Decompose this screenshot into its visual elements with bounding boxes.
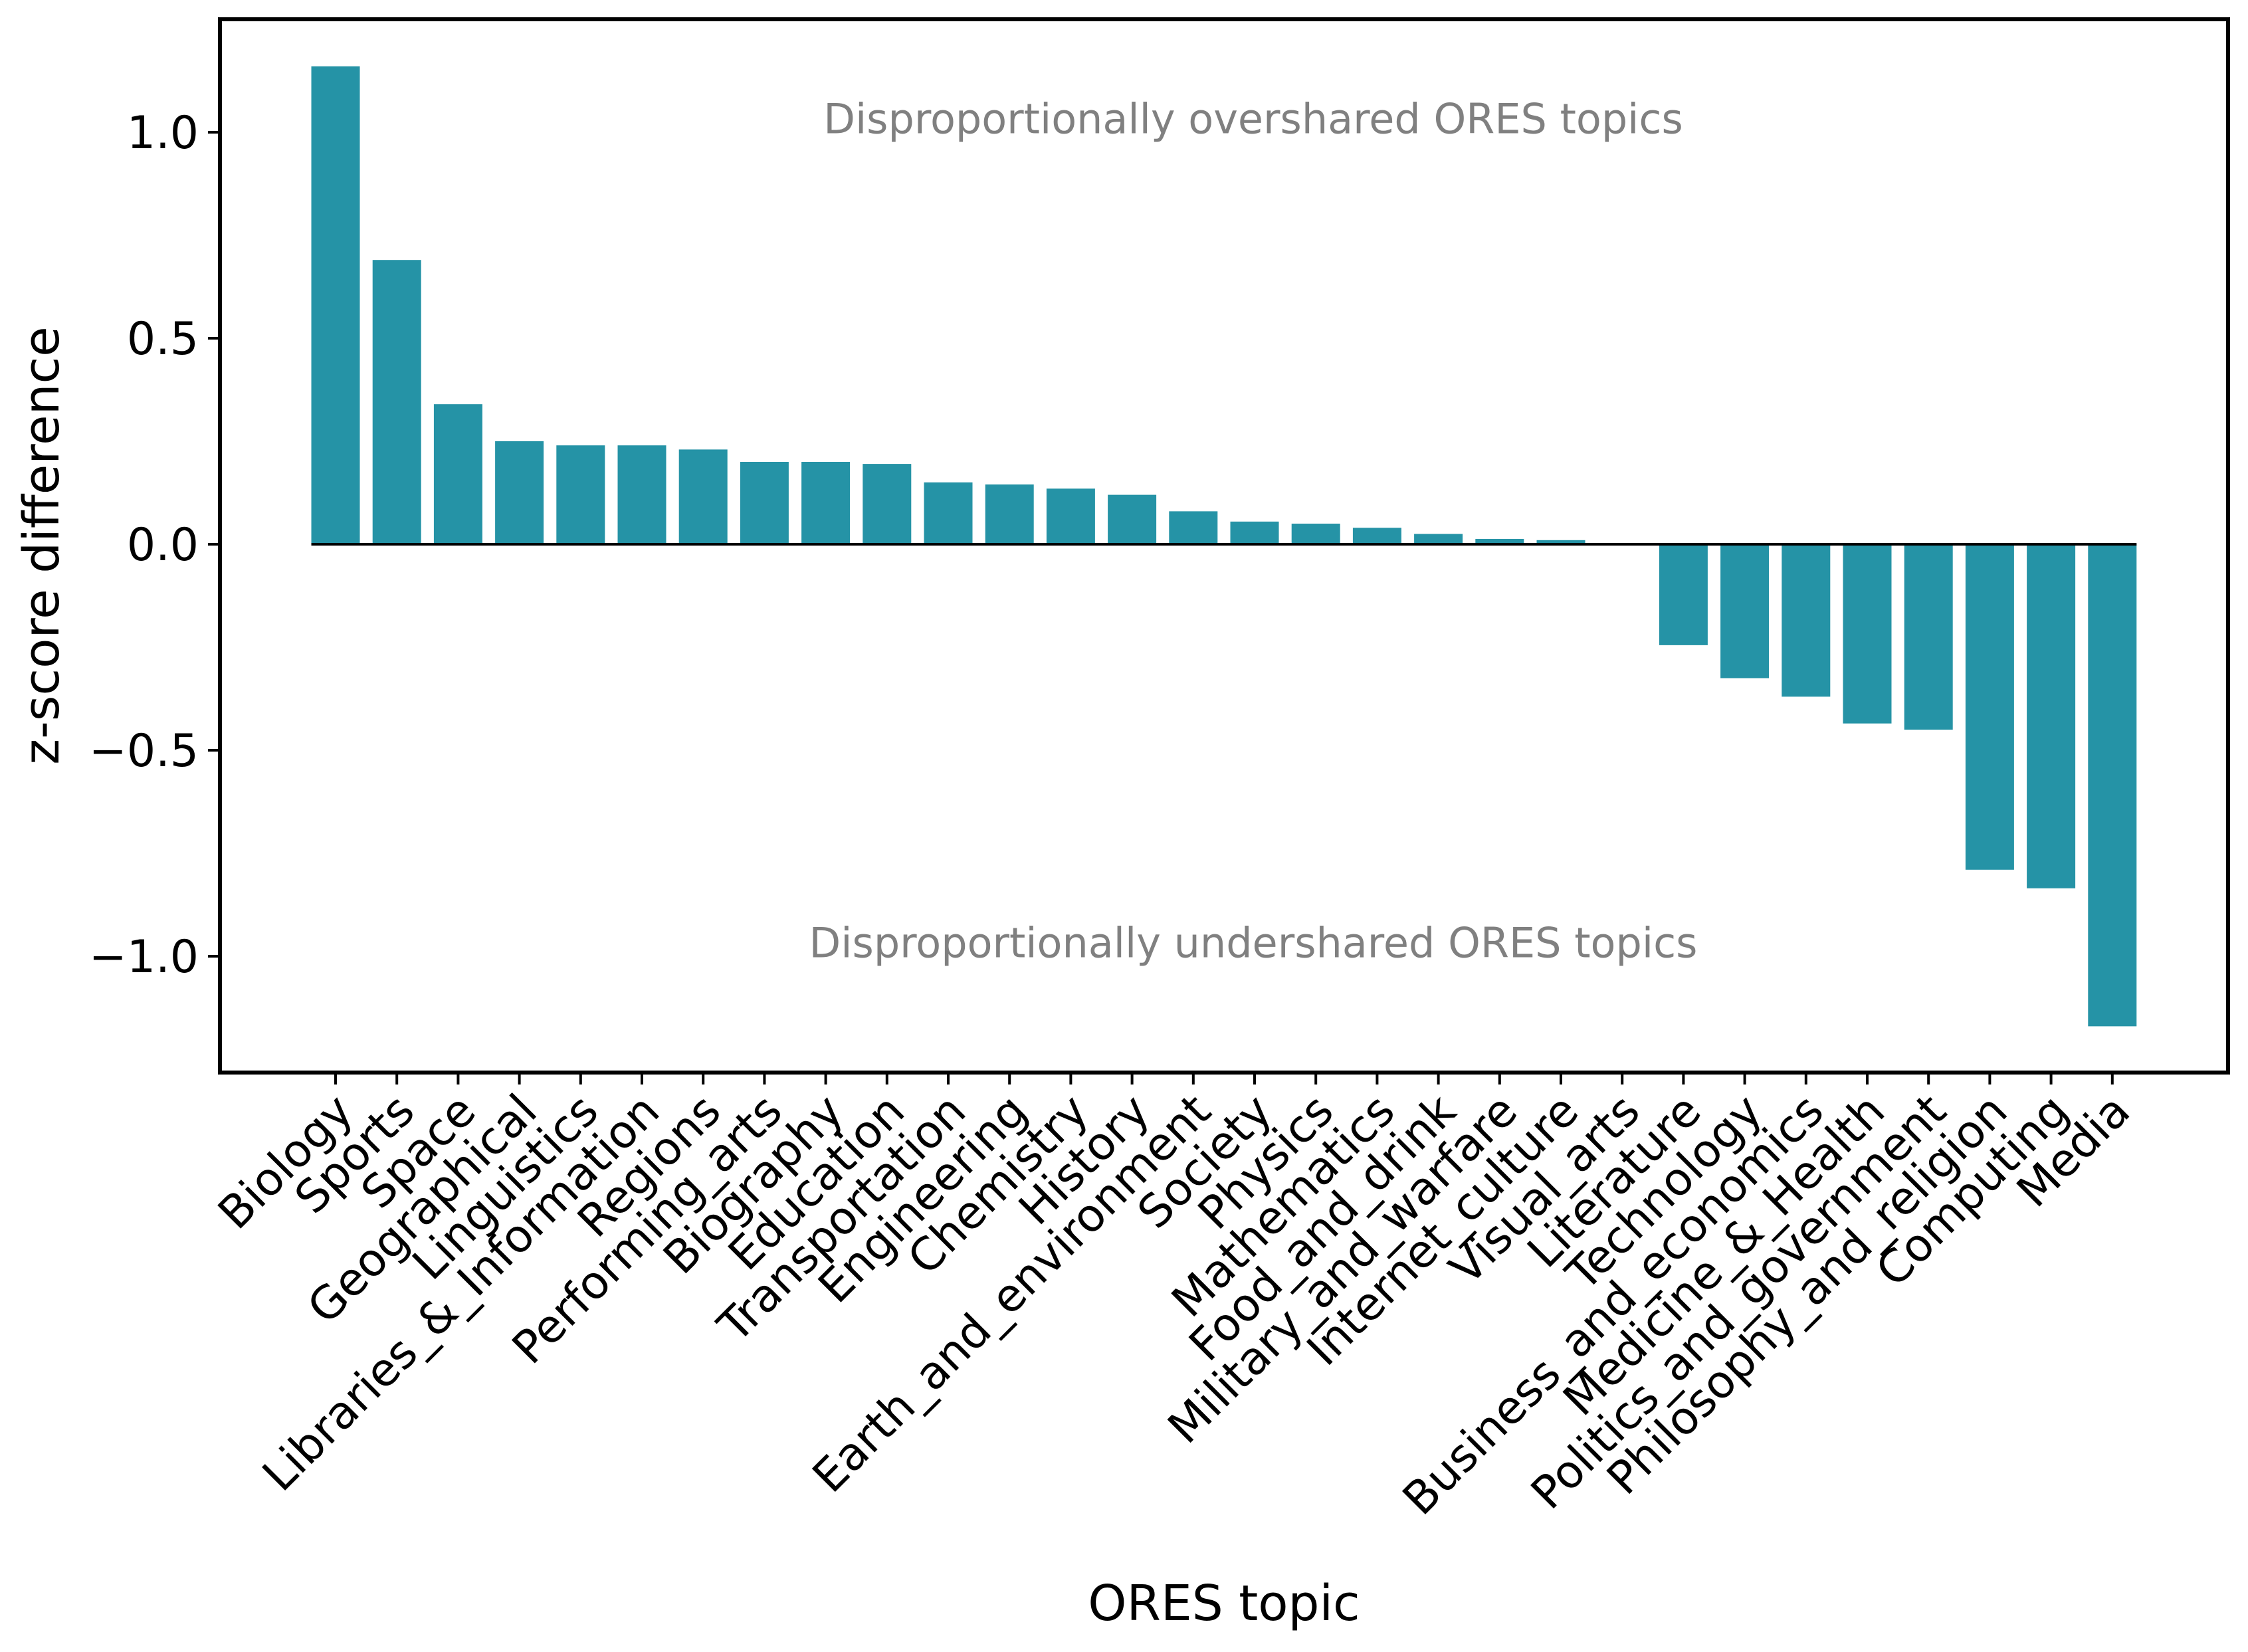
y-tick-label: 0.0 [127,519,199,571]
bar-physics [1291,524,1340,544]
bar-regions [678,449,728,544]
y-tick-label: 1.0 [127,107,199,159]
bar-media [2088,544,2137,1027]
bars-group [311,66,2137,1027]
bar-business-and-economics [1782,544,1831,697]
y-tick-label: −1.0 [89,931,199,983]
bar-education [863,464,912,544]
bar-geographical [495,441,544,544]
bar-philosophy-and-religion [1965,544,2014,870]
x-axis-label: ORES topic [1088,1575,1360,1632]
bar-space [433,404,482,544]
bar-earth-and-environment [1169,511,1218,544]
bar-engineering [985,484,1034,544]
bar-internet-culture [1536,540,1585,544]
bar-history [1108,494,1157,544]
plot-frame [218,17,2230,1075]
bar-linguistics [556,445,605,544]
annotation-text: Disproportionally overshared ORES topics [823,94,1683,143]
y-axis-label: z-score difference [13,326,70,764]
bar-mathematics [1352,528,1401,544]
y-tick-label: −0.5 [89,725,199,777]
x-axis: BiologySportsSpaceGeographicalLinguistic… [209,1073,2140,1526]
y-tick-label: 0.5 [127,313,199,365]
bar-biology [311,66,360,545]
bar-literature [1659,544,1708,645]
bar-chemistry [1046,488,1095,544]
bar-food-and-drink [1414,534,1463,544]
bar-computing [2027,544,2076,888]
bar-military-and-warfare [1475,538,1524,544]
annotation-text: Disproportionally undershared ORES topic… [809,918,1698,967]
bar-performing-arts [740,462,789,544]
bar-biography [801,462,851,544]
bar-medicine-health [1843,544,1892,724]
bar-politics-and-government [1904,544,1953,730]
bar-libraries-information [617,445,666,544]
bar-sports [372,260,421,544]
bar-society [1230,521,1279,544]
y-axis: 1.0 0.5 0.0 −0.5 −1.0 [89,107,220,983]
annotations-group: Disproportionally overshared ORES topics… [809,94,1698,967]
bar-technology [1720,544,1770,678]
bar-transportation [924,482,973,544]
